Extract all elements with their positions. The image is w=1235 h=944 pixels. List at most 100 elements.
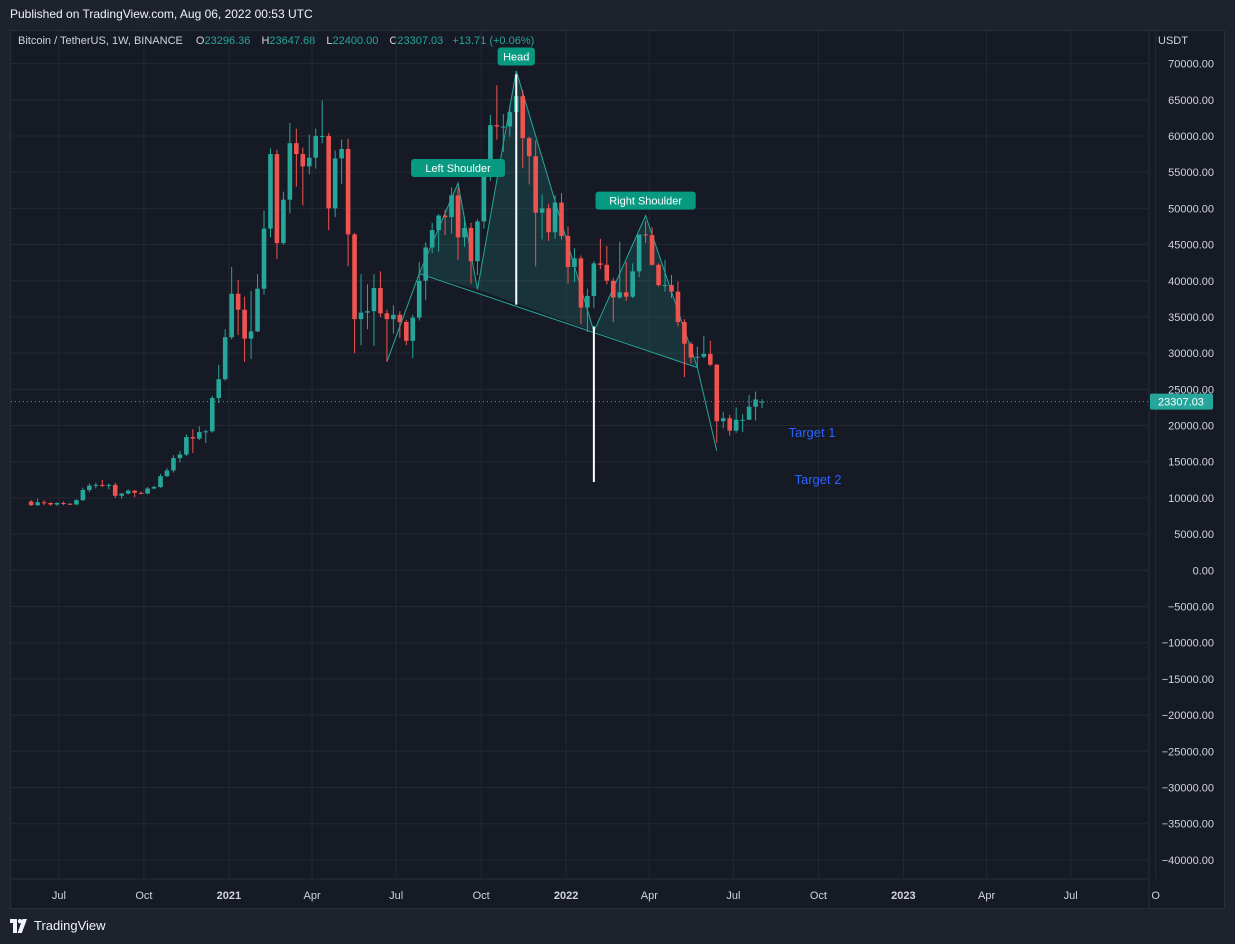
candle-up bbox=[539, 208, 545, 213]
candle-up bbox=[733, 419, 739, 431]
price-tick-label: 15000.00 bbox=[1168, 457, 1214, 469]
price-tick-label: 10000.00 bbox=[1168, 493, 1214, 505]
candle-up bbox=[145, 488, 150, 494]
candle-up bbox=[416, 280, 422, 318]
candle-up bbox=[268, 154, 273, 229]
candle-up bbox=[410, 317, 416, 341]
price-tick-label: 40000.00 bbox=[1168, 276, 1214, 288]
candle-up bbox=[753, 399, 758, 407]
time-tick-label: Apr bbox=[641, 890, 658, 902]
bottom-bar bbox=[0, 909, 1235, 944]
candle-up bbox=[449, 195, 454, 218]
candle-down bbox=[669, 285, 674, 292]
candle-up bbox=[177, 454, 183, 459]
candle-down bbox=[345, 149, 351, 235]
candle-up bbox=[423, 247, 429, 281]
candle-down bbox=[707, 353, 713, 365]
time-tick-label: 2023 bbox=[891, 890, 915, 902]
price-tick-label: 30000.00 bbox=[1168, 348, 1214, 360]
candle-up bbox=[261, 228, 267, 289]
candle-down bbox=[494, 125, 500, 127]
candle-up bbox=[287, 143, 293, 200]
price-tick-label: 20000.00 bbox=[1168, 421, 1214, 433]
change-value: +13.71 (+0.06%) bbox=[452, 35, 535, 47]
candle-down bbox=[578, 258, 584, 308]
time-tick-label: Jul bbox=[1064, 890, 1078, 902]
last-price-badge bbox=[1150, 393, 1213, 410]
close-label: C bbox=[389, 35, 398, 47]
last-price-label: 23307.03 bbox=[1158, 397, 1204, 409]
candle-down bbox=[294, 143, 299, 155]
candle-up bbox=[197, 432, 202, 439]
candle-down bbox=[404, 322, 409, 341]
price-tick-label: 65000.00 bbox=[1168, 95, 1214, 107]
candle-up bbox=[462, 227, 467, 238]
time-tick-label: Oct bbox=[473, 890, 490, 902]
price-tick-label: 45000.00 bbox=[1168, 240, 1214, 252]
candle-up bbox=[429, 230, 435, 248]
candle-up bbox=[507, 112, 513, 127]
published-note: Published on TradingView.com, Aug 06, 20… bbox=[10, 7, 313, 21]
candle-down bbox=[100, 484, 105, 486]
time-tick-label: Oct bbox=[810, 890, 827, 902]
candle-up bbox=[365, 311, 370, 313]
time-tick-label: Apr bbox=[303, 890, 320, 902]
price-tick-label: 5000.00 bbox=[1174, 529, 1214, 541]
brand-name: TradingView bbox=[34, 918, 106, 933]
grid-lines bbox=[11, 31, 1157, 878]
candle-up bbox=[339, 149, 344, 159]
price-tick-label: −25000.00 bbox=[1162, 746, 1214, 758]
candle-down bbox=[649, 235, 655, 265]
time-tick-label: 2021 bbox=[217, 890, 241, 902]
candle-up bbox=[701, 353, 707, 357]
candle-down bbox=[352, 234, 357, 320]
candle-up bbox=[216, 379, 222, 399]
candle-up bbox=[746, 406, 752, 420]
price-tick-label: −5000.00 bbox=[1168, 602, 1214, 614]
candles bbox=[28, 70, 765, 506]
candle-up bbox=[80, 489, 86, 501]
price-tick-label: 35000.00 bbox=[1168, 312, 1214, 324]
price-tick-label: −10000.00 bbox=[1162, 638, 1214, 650]
target-2-label: Target 2 bbox=[795, 472, 842, 487]
candle-up bbox=[158, 476, 163, 488]
candle-up bbox=[636, 234, 642, 272]
candle-down bbox=[235, 293, 241, 310]
candle-up bbox=[306, 157, 312, 167]
candle-down bbox=[455, 195, 461, 238]
price-tick-label: −35000.00 bbox=[1162, 819, 1214, 831]
candle-up bbox=[281, 199, 286, 244]
time-tick-label: Oct bbox=[135, 890, 152, 902]
candle-down bbox=[384, 313, 390, 320]
candle-down bbox=[397, 314, 403, 323]
candle-up bbox=[481, 172, 487, 222]
candle-down bbox=[132, 490, 137, 493]
candle-up bbox=[591, 263, 597, 296]
candle-down bbox=[688, 343, 694, 358]
candle-up bbox=[35, 502, 40, 506]
tradingview-logo-icon bbox=[10, 918, 27, 933]
candle-up bbox=[184, 437, 189, 455]
candle-up bbox=[222, 337, 228, 380]
price-tick-label: −15000.00 bbox=[1162, 674, 1214, 686]
price-tick-label: 0.00 bbox=[1193, 565, 1214, 577]
neckline bbox=[419, 273, 698, 369]
candle-down bbox=[67, 503, 73, 505]
candle-down bbox=[714, 364, 720, 422]
candle-up bbox=[313, 135, 319, 158]
candle-up bbox=[229, 293, 234, 338]
head-label: Head bbox=[503, 52, 529, 64]
time-tick-label: Jul bbox=[389, 890, 403, 902]
top-bar: Published on TradingView.com, Aug 06, 20… bbox=[0, 0, 1235, 30]
candle-down bbox=[242, 309, 247, 339]
tradingview-brand[interactable]: TradingView bbox=[10, 918, 106, 933]
candle-up bbox=[171, 458, 176, 471]
right-shoulder-label: Right Shoulder bbox=[609, 196, 682, 208]
candle-down bbox=[468, 227, 474, 262]
candle-down bbox=[138, 492, 144, 494]
candle-up bbox=[436, 215, 441, 231]
candle-down bbox=[442, 215, 448, 218]
candle-down bbox=[656, 264, 661, 286]
chart-frame[interactable] bbox=[10, 30, 1225, 909]
